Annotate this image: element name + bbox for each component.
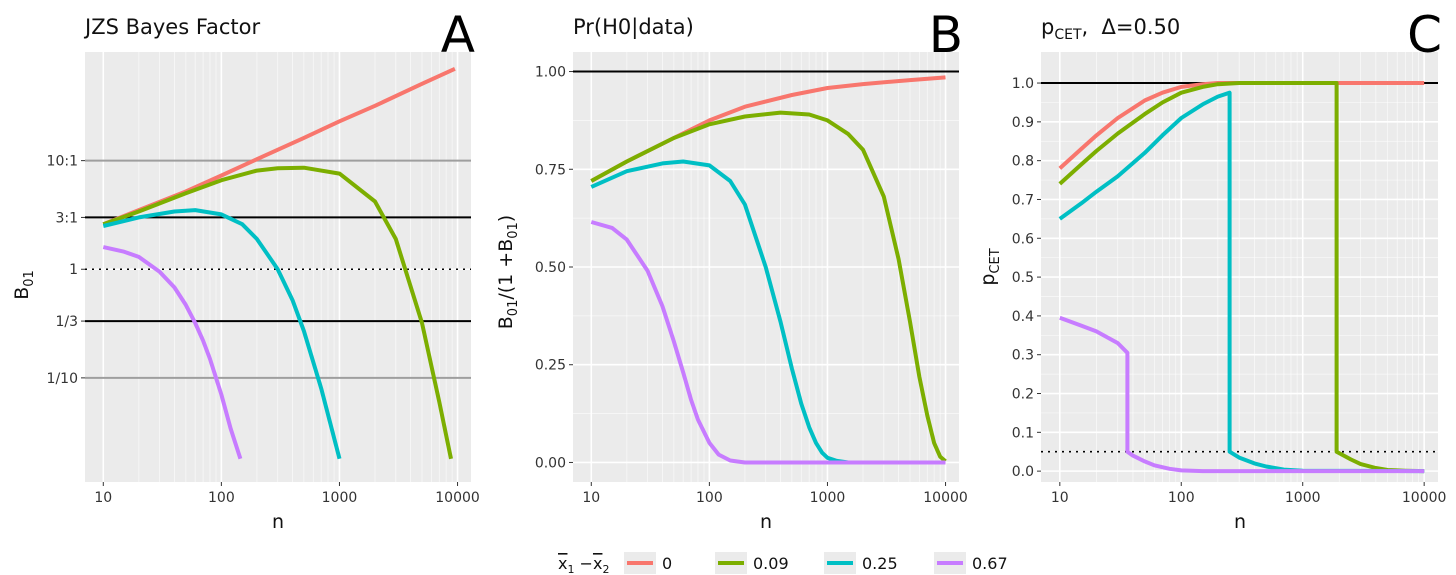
panel-a-y-tick-label: 10:1 [47,154,78,170]
panel-b-y-tick-label: 0.75 [535,162,566,178]
legend-title-minus: − [574,554,593,573]
panel-b-x-tick-label: 1000 [810,490,846,506]
panel-b-y-axis-label-mid: /(1 +B [495,239,517,300]
legend-label-0.09: 0.09 [753,554,789,573]
panel-b: 0.00 0.25 0.50 0.75 1.00 10 100 1000 10000 Pr(H… [495,6,968,533]
panel-c-y-tick-label: 0.1 [1012,425,1034,441]
panel-a-y-tick-label: 1/10 [47,371,78,387]
panel-c-y-tick-label: 0.6 [1012,231,1034,247]
panel-c-title-sub: CET [1054,27,1082,43]
panel-a-y-tick-label: 3:1 [55,210,78,226]
panel-a: 10:1 3:1 1 1/3 1/10 10 100 1000 10000 JZS Bayes… [11,6,480,533]
legend-label-0.25: 0.25 [862,554,898,573]
panel-a-x-tick-label: 100 [208,490,235,506]
legend-title-sub1: 1 [567,563,574,575]
panel-c-x-ticks: 10 100 1000 10000 [1051,482,1447,506]
legend-title-x2: x [593,554,602,573]
panel-c-y-tick-label: 0.2 [1012,387,1034,403]
panel-b-y-axis-label-end: ) [495,215,517,222]
panel-c-x-tick-label: 100 [1168,490,1195,506]
panel-c-y-tick-label: 0.4 [1012,309,1034,325]
panel-c-y-tick-label: 0.0 [1012,464,1034,480]
panel-b-label: B [929,6,963,64]
panel-a-title: JZS Bayes Factor [83,15,260,39]
panel-c-y-tick-label: 1.0 [1012,76,1034,92]
panel-b-y-tick-label: 0.25 [535,358,566,374]
panel-a-x-tick-label: 10 [94,490,112,506]
panel-c-y-axis-label-main: p [977,274,999,286]
panel-c-series-line-0.67 [1059,315,1425,474]
panel-c-title-rest: , Δ=0.50 [1082,15,1181,39]
panel-c-y-axis-label-sub: CET [988,248,1003,273]
panel-b-series-line-0.09 [590,110,947,463]
panel-b-y-tick-label: 1.00 [535,65,566,81]
panel-b-y-axis-label: B01/(1 +B01) [495,215,521,329]
panel-c-y-axis-label: pCET [977,248,1003,285]
legend-label-0.67: 0.67 [972,554,1008,573]
panel-a-y-axis-label-sub: 01 [22,270,37,287]
panel-c-y-tick-label: 0.3 [1012,348,1034,364]
panel-c-series [1058,81,1425,474]
panel-c-y-tick-label: 0.5 [1012,270,1034,286]
panel-c: 0.00.10.20.30.40.50.60.70.80.91.0 10 100 1… [977,6,1446,533]
panel-a-x-tick-label: 10000 [435,490,480,506]
panel-c-x-axis-label: n [1234,511,1246,533]
panel-c-y-tick-label: 0.9 [1012,115,1034,131]
panel-b-series [590,75,947,465]
panel-b-y-tick-label: 0.00 [535,455,566,471]
legend-label-0: 0 [662,554,672,573]
panel-c-x-tick-label: 10 [1051,490,1069,506]
panel-b-y-ticks: 0.00 0.25 0.50 0.75 1.00 [535,65,573,471]
panel-c-title: pCET, Δ=0.50 [1041,15,1180,43]
panel-a-series-line-0.09 [102,165,453,460]
panel-a-x-ticks: 10 100 1000 10000 [94,482,480,506]
panel-c-y-tick-label: 0.7 [1012,192,1034,208]
panel-b-y-axis-label-main: B [495,316,517,329]
panel-b-y-tick-label: 0.50 [535,260,566,276]
panel-b-title: Pr(H0|data) [573,15,694,40]
panel-a-y-ticks: 10:1 3:1 1 1/3 1/10 [47,154,85,387]
panel-b-x-axis-label: n [760,511,772,533]
legend: x1 −x2 0 0.09 0.25 0.67 [558,552,1008,575]
panel-b-x-tick-label: 10 [582,490,600,506]
panel-a-series [102,66,456,460]
panel-a-y-tick-label: 1/3 [55,314,78,330]
panel-c-y-ticks: 0.0 0.1 0.2 0.3 0.4 0.5 0.6 0.7 0.8 0.9 1.0 [1012,76,1041,480]
panel-b-series-line-0.67 [590,220,946,465]
panel-a-x-axis-label: n [272,511,284,533]
panel-b-x-tick-label: 100 [696,490,723,506]
panel-b-y-axis-label-sub2: 01 [506,222,521,239]
panel-a-label: A [441,6,475,64]
panel-a-series-line-0.25 [102,208,342,460]
panel-c-series-line-0.09 [1058,81,1425,474]
panel-c-series-line-0.25 [1058,90,1425,474]
panel-a-series-line-0.67 [102,245,243,460]
panel-c-title-main: p [1041,15,1054,39]
panel-a-x-tick-label: 1000 [322,490,358,506]
panel-c-y-tick-label: 0.8 [1012,154,1034,170]
panel-b-x-tick-label: 10000 [923,490,968,506]
legend-title: x1 −x2 [558,554,609,575]
legend-title-sub2: 2 [602,563,609,575]
legend-items: 0 0.09 0.25 0.67 [624,552,1008,574]
panel-c-label: C [1407,6,1442,64]
panel-c-x-tick-label: 1000 [1285,490,1321,506]
panel-b-y-axis-label-sub: 01 [506,300,521,317]
panel-a-y-tick-label: 1 [69,262,78,278]
panel-c-x-tick-label: 10000 [1402,490,1447,506]
legend-title-x1: x [558,554,567,573]
panel-a-y-axis-label-main: B [11,287,33,300]
panel-b-x-ticks: 10 100 1000 10000 [582,482,968,506]
panel-a-y-axis-label: B01 [11,270,37,300]
